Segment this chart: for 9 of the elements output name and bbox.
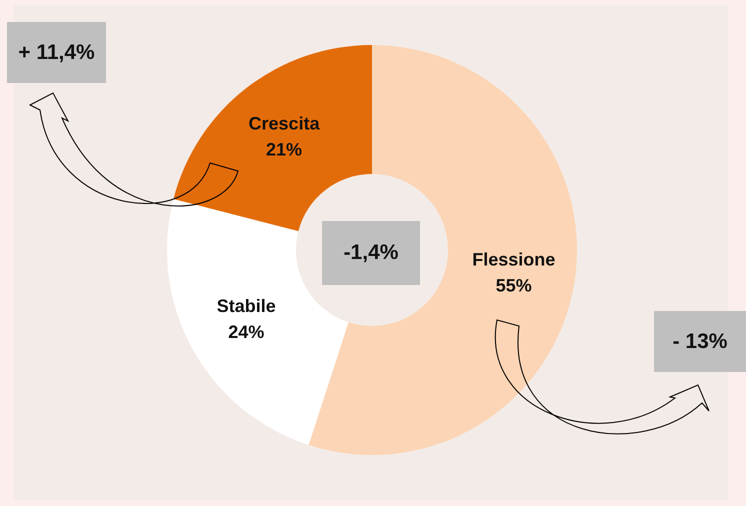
slice-label: Flessione (472, 249, 556, 270)
text: + 11,4% (7, 22, 106, 83)
text: -1,4% (322, 221, 420, 285)
data-label: 21% (266, 140, 302, 160)
data-label: 24% (228, 322, 264, 342)
text: - 13% (654, 311, 746, 372)
slice-label: Crescita (248, 114, 321, 134)
slice-label: Stabile (216, 296, 276, 316)
data-label: 55% (496, 275, 532, 296)
